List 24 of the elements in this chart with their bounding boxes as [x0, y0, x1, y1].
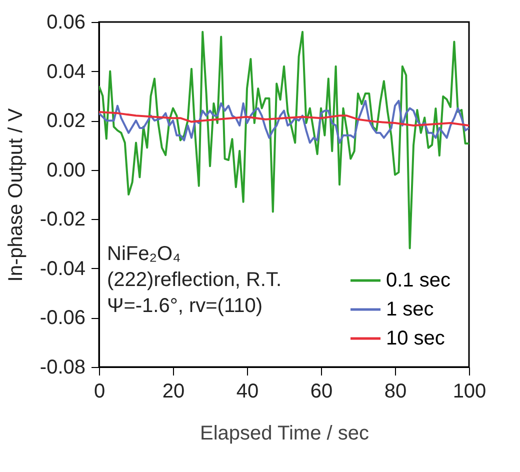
y-tick-label: -0.08	[40, 356, 86, 378]
x-axis-title: Elapsed Time / sec	[200, 422, 369, 444]
line-series	[99, 100, 469, 144]
x-tick-label: 60	[310, 380, 333, 402]
annotation: NiFe₂O₄	[107, 243, 181, 265]
annotation: (222)reflection, R.T.	[107, 269, 282, 291]
legend-label: 1 sec	[386, 298, 434, 320]
y-tick-label: -0.06	[40, 307, 86, 330]
x-tick-label: 100	[452, 380, 486, 402]
annotation: Ψ=-1.6°, rv=(110)	[107, 295, 263, 317]
y-tick-label: 0.00	[46, 159, 86, 182]
y-axis-title: In-phase Output / V	[4, 108, 27, 282]
y-tick-label: -0.04	[40, 258, 86, 280]
line-series	[99, 110, 469, 126]
y-tick-label: 0.02	[46, 110, 86, 132]
x-tick-label: 80	[384, 380, 407, 402]
y-tick-label: -0.02	[40, 208, 86, 231]
y-tick-label: 0.04	[46, 60, 86, 83]
x-tick-label: 0	[94, 380, 106, 402]
legend-label: 10 sec	[386, 328, 445, 350]
x-tick-label: 20	[162, 380, 185, 402]
y-tick-label: 0.06	[46, 12, 86, 34]
legend-label: 0.1 sec	[386, 270, 450, 292]
x-tick-label: 40	[236, 380, 259, 402]
